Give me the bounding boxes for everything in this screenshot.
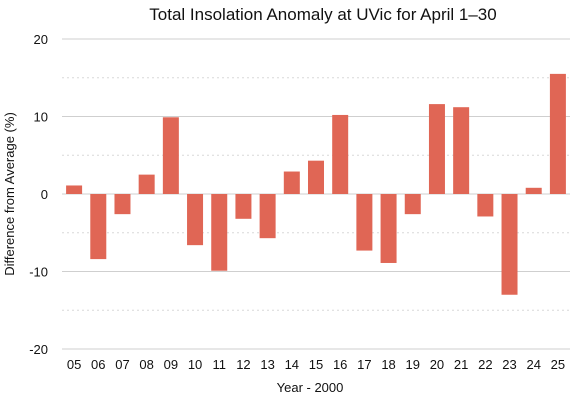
y-axis-label: Difference from Average (%) — [2, 112, 17, 276]
bar-09 — [162, 117, 179, 194]
bar-12 — [235, 194, 252, 219]
y-tick-label: 10 — [34, 110, 48, 125]
bar-07 — [114, 194, 131, 215]
y-axis-ticks: 20 10 0 -10 -20 — [29, 32, 48, 357]
bar-21 — [453, 107, 470, 194]
x-tick-label: 23 — [502, 357, 516, 372]
bar-24 — [525, 187, 542, 194]
x-tick-label: 10 — [188, 357, 202, 372]
bar-20 — [428, 104, 445, 194]
x-axis-label: Year - 2000 — [277, 380, 344, 395]
y-tick-label: 0 — [41, 187, 48, 202]
x-tick-label: 13 — [260, 357, 274, 372]
x-tick-label: 09 — [164, 357, 178, 372]
x-tick-label: 18 — [381, 357, 395, 372]
x-tick-label: 21 — [454, 357, 468, 372]
bar-05 — [66, 185, 83, 194]
bar-25 — [549, 73, 566, 194]
x-tick-label: 25 — [551, 357, 565, 372]
x-tick-label: 05 — [67, 357, 81, 372]
x-tick-label: 19 — [406, 357, 420, 372]
bar-14 — [283, 171, 300, 194]
x-tick-label: 06 — [91, 357, 105, 372]
x-tick-label: 24 — [526, 357, 540, 372]
x-tick-label: 11 — [212, 357, 226, 372]
bar-19 — [404, 194, 421, 215]
x-tick-label: 15 — [309, 357, 323, 372]
bar-08 — [138, 174, 155, 194]
x-tick-label: 22 — [478, 357, 492, 372]
x-tick-label: 07 — [115, 357, 129, 372]
bar-11 — [211, 194, 228, 271]
bar-17 — [356, 194, 373, 251]
x-tick-label: 20 — [430, 357, 444, 372]
x-tick-label: 14 — [285, 357, 299, 372]
bar-10 — [187, 194, 204, 246]
bar-13 — [259, 194, 276, 239]
y-tick-label: -20 — [29, 342, 48, 357]
x-tick-label: 08 — [139, 357, 153, 372]
y-tick-label: 20 — [34, 32, 48, 47]
x-tick-label: 12 — [236, 357, 250, 372]
x-axis-ticks: 05 06 07 08 09 10 11 12 13 14 15 16 17 18 19 20 21 22 23 24… — [67, 357, 565, 372]
bar-06 — [90, 194, 107, 260]
chart-title: Total Insolation Anomaly at UVic for Apr… — [149, 5, 496, 24]
bars — [66, 73, 566, 295]
x-tick-label: 17 — [357, 357, 371, 372]
y-tick-label: -10 — [29, 265, 48, 280]
bar-23 — [501, 194, 518, 295]
bar-16 — [332, 114, 349, 194]
bar-22 — [477, 194, 494, 217]
bar-15 — [308, 160, 324, 194]
x-tick-label: 16 — [333, 357, 347, 372]
bar-18 — [380, 194, 397, 263]
